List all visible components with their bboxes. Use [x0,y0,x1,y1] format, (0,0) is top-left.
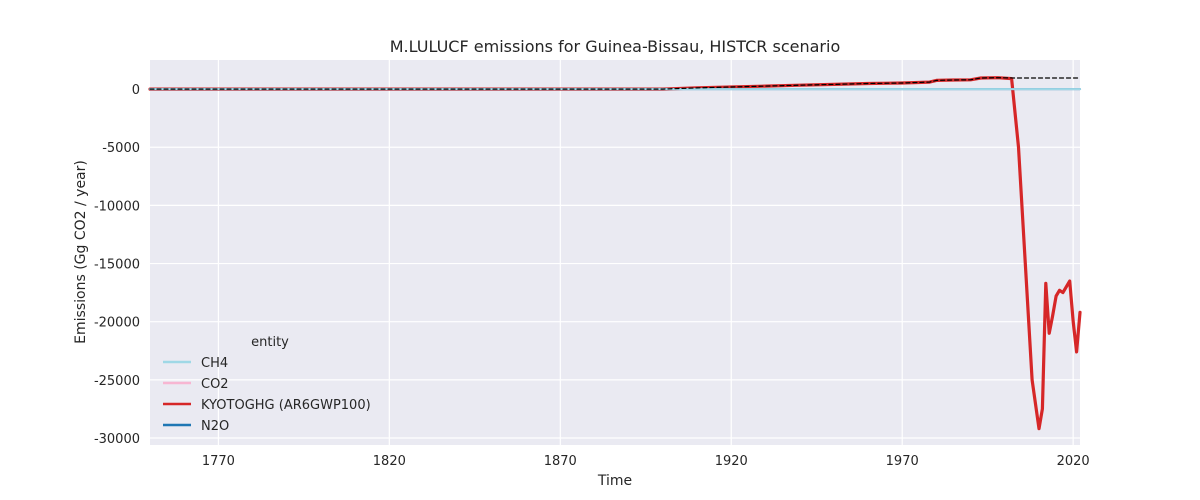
series-line-total-dashed [149,77,1081,90]
legend-label: KYOTOGHG (AR6GWP100) [201,398,371,413]
x-tick-label: 1870 [544,454,577,469]
y-tick-label: -5000 [102,141,140,156]
legend: entity CH4 CO2 KYOTOGHG (AR6GWP100) N2O [163,335,371,434]
chart-title: M.LULUCF emissions for Guinea-Bissau, HI… [390,37,840,56]
tick-labels: 1770 1820 1870 1920 1970 2020 0 -5000 -10000 -150… [94,83,1090,469]
x-tick-label: 2020 [1057,454,1090,469]
y-tick-label: -20000 [94,316,140,331]
legend-label: CO2 [201,377,229,392]
y-axis-title: Emissions (Gg CO2 / year) [73,160,89,344]
y-tick-label: -25000 [94,374,140,389]
legend-title: entity [251,335,289,350]
y-tick-label: -10000 [94,199,140,214]
y-tick-label: 0 [132,83,140,98]
legend-label: CH4 [201,356,228,371]
plot-background [150,60,1080,445]
y-tick-label: -15000 [94,258,140,273]
x-tick-label: 1970 [886,454,919,469]
x-axis-title: Time [597,473,632,489]
x-tick-label: 1770 [202,454,235,469]
series-lines [148,76,1082,431]
y-tick-label: -30000 [94,432,140,447]
x-tick-label: 1820 [373,454,406,469]
legend-label: N2O [201,419,229,434]
x-tick-label: 1920 [715,454,748,469]
